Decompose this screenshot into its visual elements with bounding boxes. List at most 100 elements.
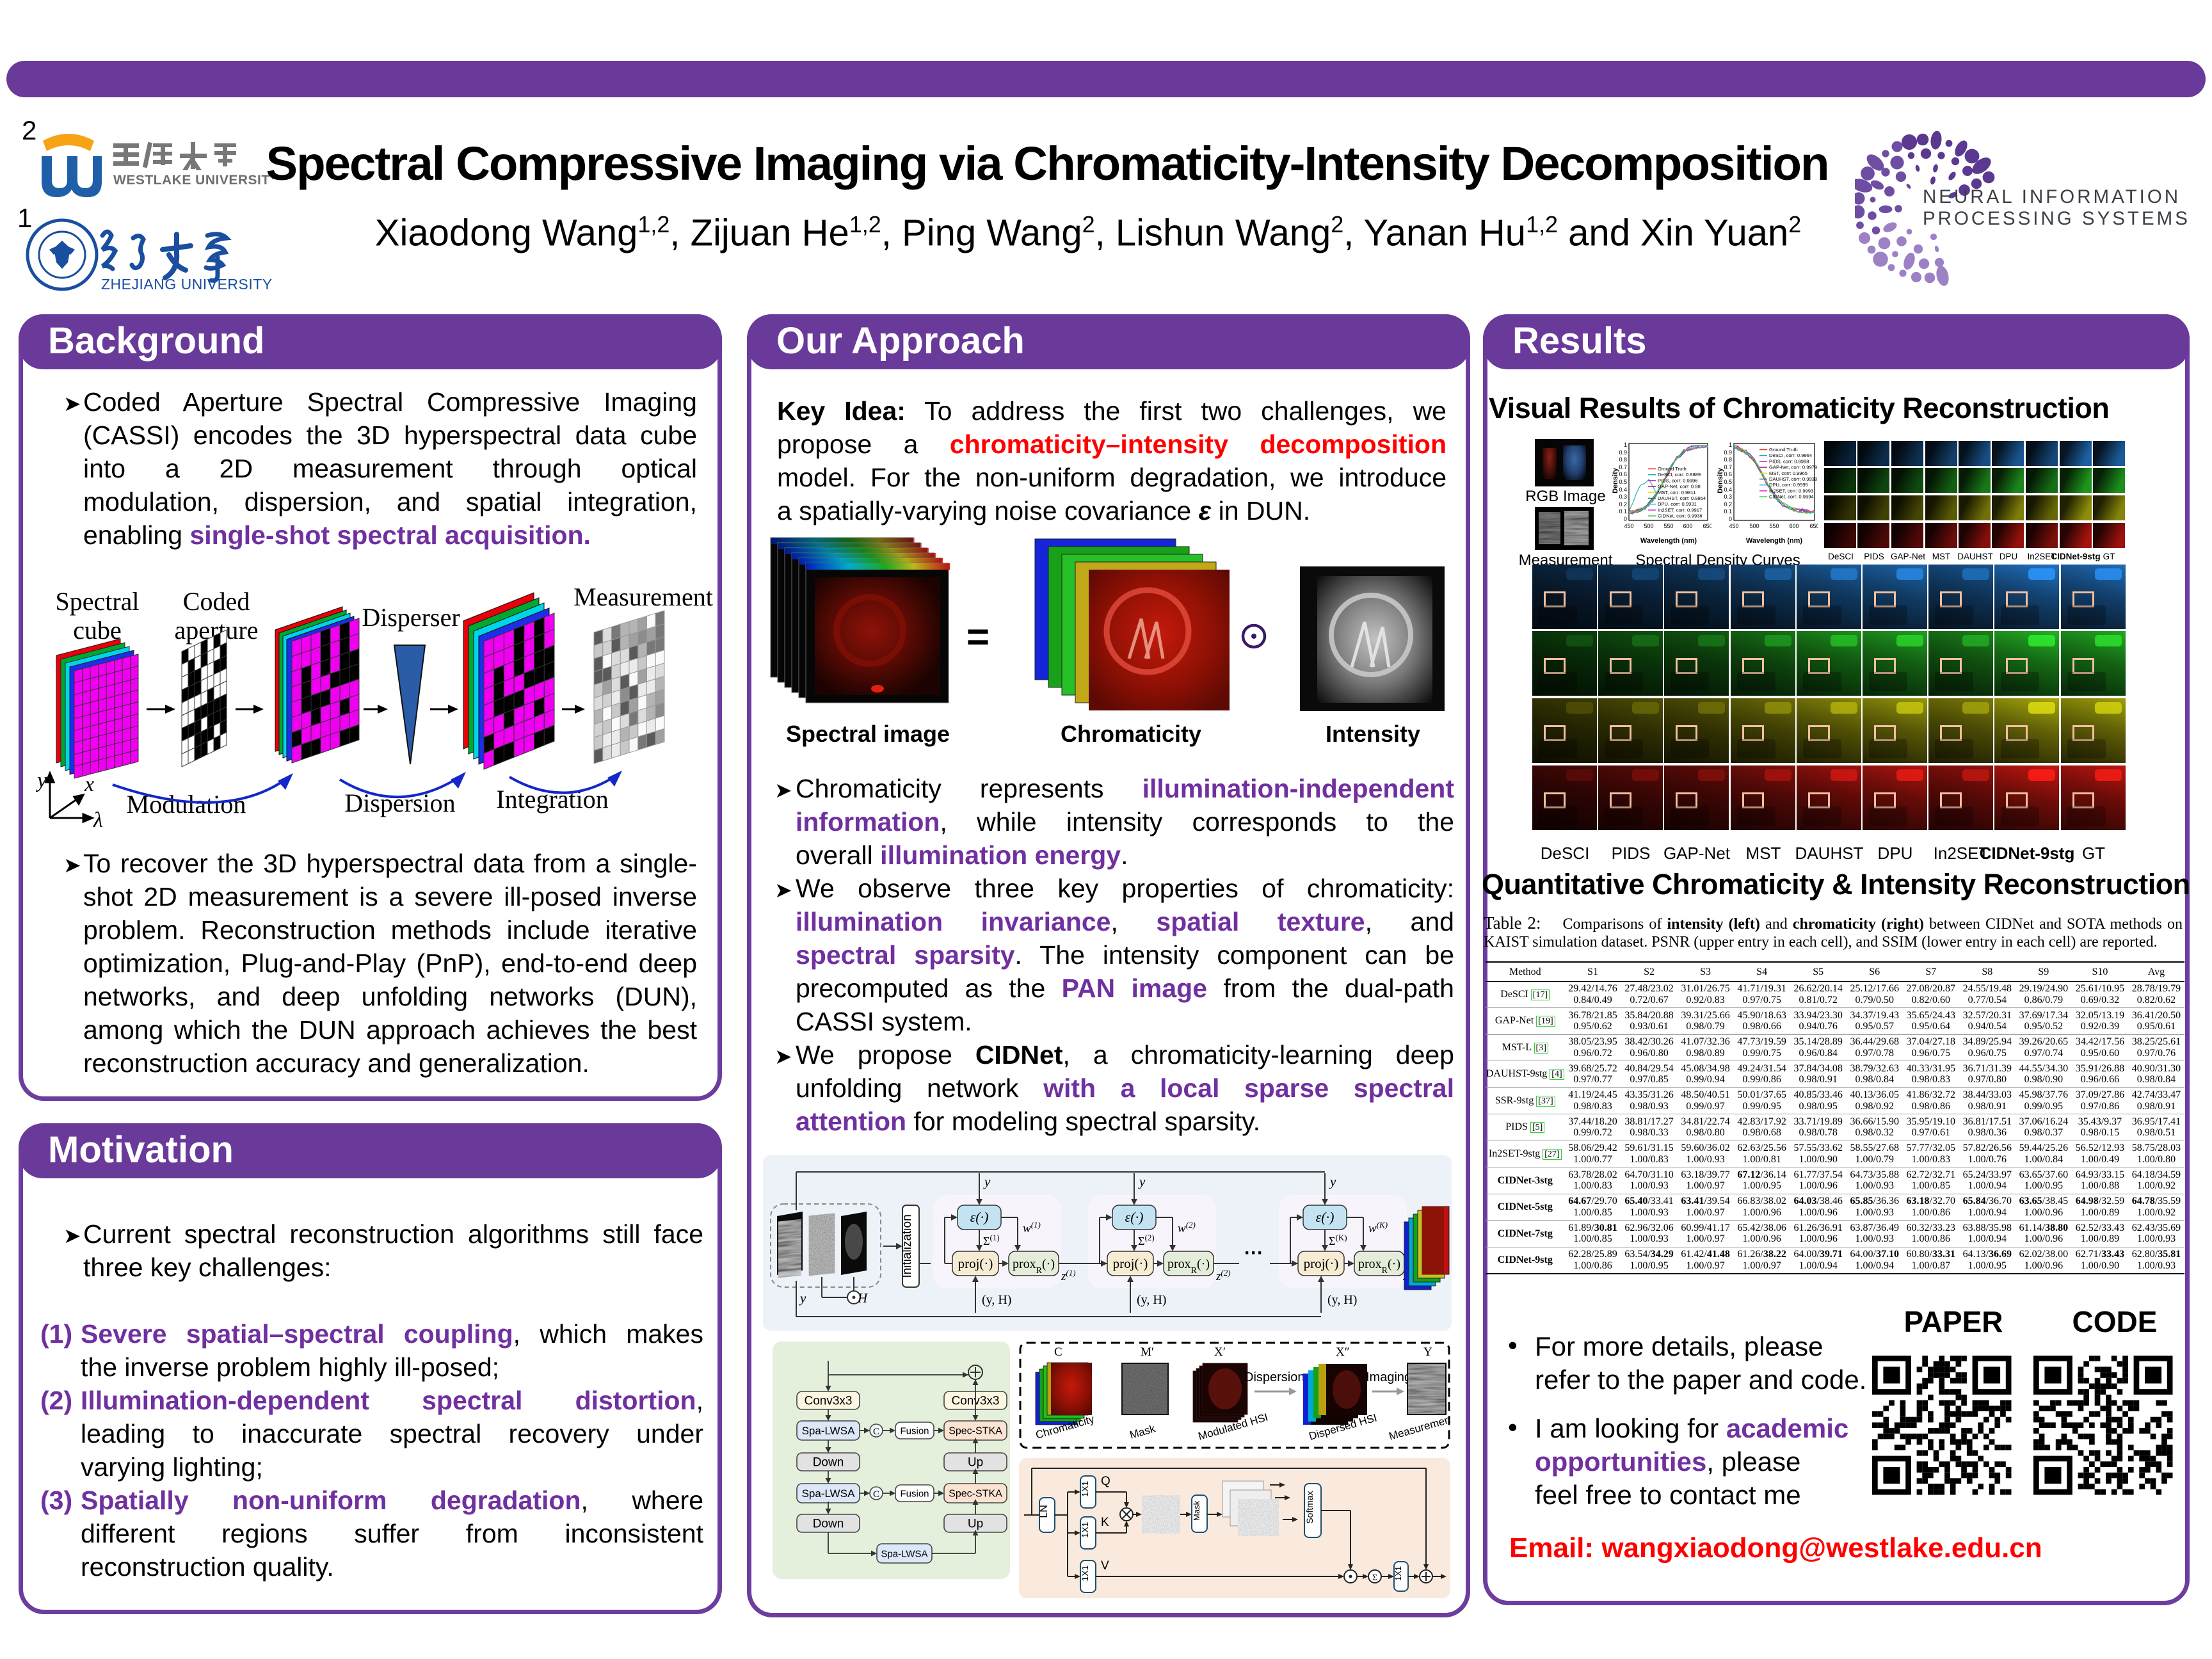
svg-text:H: H [857,1290,869,1306]
svg-text:DPU, corr: 0.9995: DPU, corr: 0.9995 [1769,482,1808,488]
svg-text:550: 550 [1769,523,1779,529]
svg-text:0.2: 0.2 [1724,501,1732,508]
svg-text:MST, corr: 0.9811: MST, corr: 0.9811 [1658,490,1695,495]
svg-text:0.3: 0.3 [1619,493,1627,500]
svg-text:(y, H): (y, H) [1137,1293,1166,1307]
svg-text:x: x [84,773,94,796]
svg-text:Initialization: Initialization [901,1214,914,1278]
svg-text:Spa-LWSA: Spa-LWSA [881,1548,927,1559]
svg-text:PROCESSING SYSTEMS: PROCESSING SYSTEMS [1923,208,2190,229]
svg-text:(y, H): (y, H) [982,1293,1011,1307]
svg-text:1: 1 [1729,442,1732,448]
svg-text:Coded: Coded [183,587,250,616]
svg-text:0: 0 [1624,516,1627,522]
svg-text:0.7: 0.7 [1619,464,1627,470]
svg-text:Σ: Σ [1372,1573,1377,1583]
svg-text:Spa-LWSA: Spa-LWSA [802,1487,855,1500]
svg-text:Wavelength (nm): Wavelength (nm) [1746,537,1803,545]
svg-text:y: y [1329,1174,1336,1189]
svg-text:650: 650 [1703,523,1711,529]
svg-text:GAP-Net, corr: 0.9979: GAP-Net, corr: 0.9979 [1769,465,1817,470]
svg-text:0.9: 0.9 [1619,449,1627,456]
svg-text:CIDNet, corr: 0.9936: CIDNet, corr: 0.9936 [1658,513,1703,519]
svg-text:LN: LN [1039,1505,1050,1518]
svg-text:0: 0 [1729,516,1732,522]
svg-text:500: 500 [1644,523,1653,529]
svg-text:Ground Truth: Ground Truth [1769,447,1798,453]
svg-text:K: K [1101,1516,1109,1529]
svg-text:Conv3x3: Conv3x3 [805,1395,853,1408]
svg-text:y: y [36,769,47,792]
svg-text:proj(·): proj(·) [1113,1256,1148,1271]
svg-text:X′: X′ [1214,1345,1226,1359]
svg-text:0.2: 0.2 [1619,501,1627,508]
svg-text:Spec-STKA: Spec-STKA [949,1489,1002,1500]
svg-text:Up: Up [968,1456,983,1470]
svg-text:PIDS, corr: 0.9996: PIDS, corr: 0.9996 [1658,477,1697,483]
svg-text:0.1: 0.1 [1619,508,1627,515]
svg-text:(y, H): (y, H) [1327,1293,1357,1307]
svg-text:=: = [966,615,990,659]
svg-text:0.3: 0.3 [1724,493,1732,500]
svg-text:cube: cube [73,616,122,645]
svg-text:0.6: 0.6 [1724,471,1732,477]
svg-text:MST, corr: 0.9965: MST, corr: 0.9965 [1769,470,1807,476]
svg-text:500: 500 [1749,523,1759,529]
svg-text:1X1: 1X1 [1080,1480,1090,1496]
svg-text:Mask: Mask [1192,1500,1201,1521]
svg-text:Down: Down [813,1456,844,1470]
svg-text:C: C [1054,1345,1062,1359]
svg-text:y: y [799,1290,806,1306]
svg-text:In2SET, corr: 0.9917: In2SET, corr: 0.9917 [1658,507,1702,513]
svg-text:y: y [1138,1174,1146,1189]
svg-text:···: ··· [1244,1242,1263,1263]
svg-text:0.5: 0.5 [1724,479,1732,485]
svg-text:Ground Truth: Ground Truth [1658,466,1687,472]
svg-text:ε(·): ε(·) [1316,1209,1334,1225]
svg-text:1X1: 1X1 [1393,1566,1403,1581]
svg-text:0.6: 0.6 [1619,471,1627,477]
svg-text:Up: Up [968,1518,983,1531]
svg-text:0.8: 0.8 [1724,456,1732,463]
svg-text:C: C [873,1427,879,1437]
svg-text:X″: X″ [1336,1345,1350,1359]
svg-text:Dispersion: Dispersion [1244,1370,1304,1384]
svg-text:1: 1 [1624,442,1627,448]
svg-text:650: 650 [1809,523,1818,529]
svg-text:Y: Y [1423,1345,1432,1359]
svg-text:M′: M′ [1141,1345,1154,1359]
svg-text:Fusion: Fusion [900,1425,929,1436]
svg-text:550: 550 [1663,523,1673,529]
svg-text:ε(·): ε(·) [970,1209,989,1225]
svg-text:1X1: 1X1 [1080,1521,1090,1537]
svg-text:In2SET, corr: 0.9993: In2SET, corr: 0.9993 [1769,488,1813,493]
svg-text:V: V [1101,1559,1109,1573]
svg-text:0.8: 0.8 [1619,456,1627,463]
svg-text:y: y [983,1174,991,1189]
svg-text:Density: Density [1612,467,1619,493]
svg-text:DAUHST, corr: 0.9864: DAUHST, corr: 0.9864 [1658,495,1706,501]
svg-text:0.5: 0.5 [1619,479,1627,485]
svg-text:DeSCI, corr: 0.9964: DeSCI, corr: 0.9964 [1769,453,1812,458]
svg-text:GAP-Net, corr: 0.98: GAP-Net, corr: 0.98 [1658,484,1701,490]
svg-text:600: 600 [1789,523,1799,529]
svg-text:CIDNet, corr: 0.9994: CIDNet, corr: 0.9994 [1769,494,1814,500]
svg-text:Wavelength (nm): Wavelength (nm) [1640,537,1697,545]
svg-text:Q: Q [1101,1475,1110,1488]
svg-text:Spec-STKA: Spec-STKA [949,1426,1002,1437]
svg-text:0.7: 0.7 [1724,464,1732,470]
svg-text:DPU, corr: 0.9931: DPU, corr: 0.9931 [1658,501,1697,507]
svg-text:NEURAL INFORMATION: NEURAL INFORMATION [1923,186,2181,207]
svg-text:WESTLAKE UNIVERSITY: WESTLAKE UNIVERSITY [113,173,273,188]
svg-text:0.9: 0.9 [1724,449,1732,456]
svg-text:Measurement: Measurement [573,582,713,611]
svg-text:0.1: 0.1 [1724,508,1732,515]
svg-text:0.4: 0.4 [1724,486,1732,493]
svg-text:proj(·): proj(·) [1304,1256,1339,1271]
svg-text:PIDS, corr: 0.9998: PIDS, corr: 0.9998 [1769,458,1809,464]
svg-text:Imaging: Imaging [1366,1370,1411,1384]
svg-text:600: 600 [1683,523,1692,529]
svg-text:Softmax: Softmax [1304,1491,1315,1523]
svg-text:Down: Down [813,1518,844,1531]
svg-text:Fusion: Fusion [900,1488,929,1499]
